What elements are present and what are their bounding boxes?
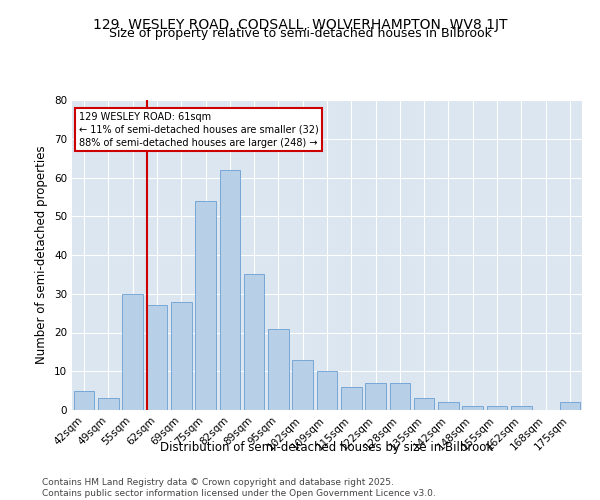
- Bar: [511, 406, 532, 410]
- Bar: [341, 387, 362, 410]
- Y-axis label: Number of semi-detached properties: Number of semi-detached properties: [35, 146, 49, 364]
- Bar: [171, 302, 191, 410]
- Text: 129 WESLEY ROAD: 61sqm
← 11% of semi-detached houses are smaller (32)
88% of sem: 129 WESLEY ROAD: 61sqm ← 11% of semi-det…: [79, 112, 319, 148]
- Text: Distribution of semi-detached houses by size in Bilbrook: Distribution of semi-detached houses by …: [160, 441, 494, 454]
- Bar: [122, 294, 143, 410]
- Bar: [487, 406, 508, 410]
- Text: 129, WESLEY ROAD, CODSALL, WOLVERHAMPTON, WV8 1JT: 129, WESLEY ROAD, CODSALL, WOLVERHAMPTON…: [93, 18, 507, 32]
- Text: Size of property relative to semi-detached houses in Bilbrook: Size of property relative to semi-detach…: [109, 28, 491, 40]
- Bar: [220, 170, 240, 410]
- Bar: [98, 398, 119, 410]
- Bar: [438, 402, 459, 410]
- Bar: [414, 398, 434, 410]
- Bar: [365, 383, 386, 410]
- Text: Contains HM Land Registry data © Crown copyright and database right 2025.
Contai: Contains HM Land Registry data © Crown c…: [42, 478, 436, 498]
- Bar: [292, 360, 313, 410]
- Bar: [389, 383, 410, 410]
- Bar: [74, 390, 94, 410]
- Bar: [268, 328, 289, 410]
- Bar: [244, 274, 265, 410]
- Bar: [463, 406, 483, 410]
- Bar: [560, 402, 580, 410]
- Bar: [195, 200, 216, 410]
- Bar: [146, 306, 167, 410]
- Bar: [317, 371, 337, 410]
